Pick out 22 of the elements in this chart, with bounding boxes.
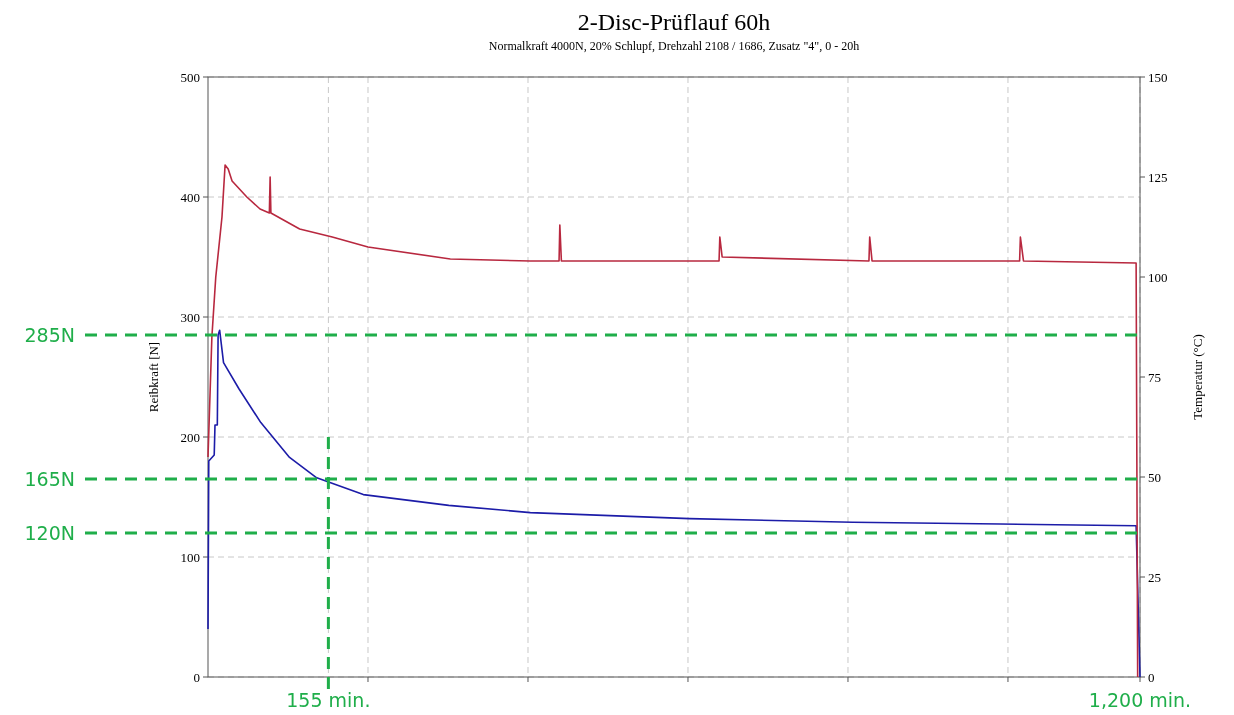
y2-tick-label: 50 [1148,469,1161,485]
y2-tick-label: 0 [1148,669,1155,685]
y-tick-label: 100 [180,549,200,565]
y2-tick-label: 125 [1148,169,1168,185]
chart-subtitle: Normalkraft 4000N, 20% Schlupf, Drehzahl 2108 / 1686, Zusatz "4", 0 - 20h [488,39,860,53]
y-tick-label: 300 [180,309,200,325]
ref-line-label: 120N [24,521,75,544]
x-tick-label: 1,200 min. [1088,689,1192,711]
chart-title: 2-Disc-Prüflauf 60h [577,9,771,35]
y-tick-label: 500 [180,69,200,85]
y2-axis-title: Temperatur (°C) [1190,334,1205,420]
y2-tick-label: 25 [1148,569,1161,585]
y-axis-title: Reibkraft [N] [146,341,161,413]
y-tick-label: 200 [180,429,200,445]
x-tick-label: 155 min. [286,689,371,711]
y-tick-label: 400 [180,189,200,205]
ref-line-label: 285N [24,323,75,346]
y-tick-label: 0 [193,669,200,685]
y2-tick-label: 150 [1148,69,1168,85]
ref-line-label: 165N [24,467,75,490]
y2-tick-label: 75 [1148,369,1161,385]
y2-tick-label: 100 [1148,269,1168,285]
